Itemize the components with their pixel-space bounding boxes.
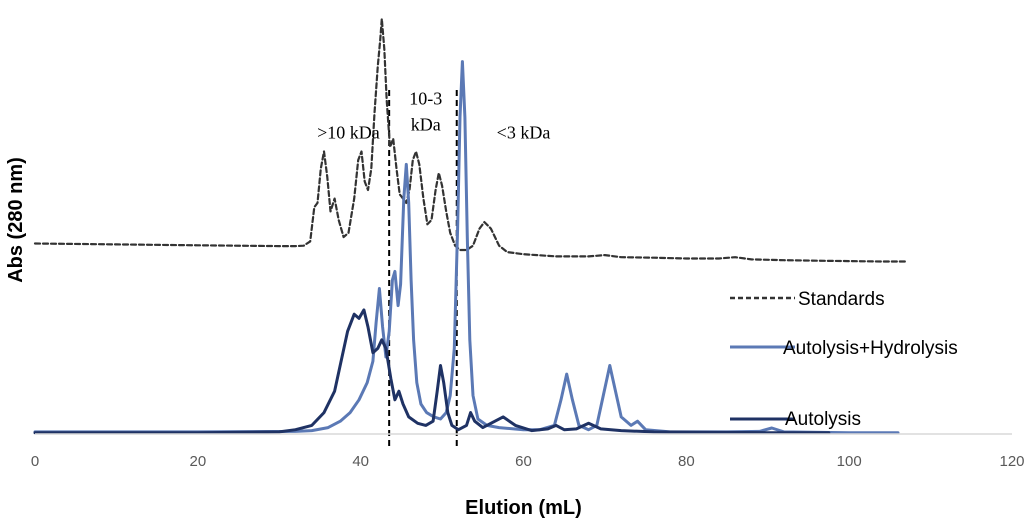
x-tick-label: 60 (515, 453, 532, 470)
plot-area (33, 17, 908, 446)
x-tick-label: 80 (678, 453, 695, 470)
x-tick-label: 20 (189, 453, 206, 470)
region-annotation: >10 kDa (317, 123, 380, 143)
legend: Standards Autolysis+Hydrolysis Autolysis (730, 289, 958, 430)
x-axis-title: Elution (mL) (465, 497, 582, 519)
legend-label: Autolysis (785, 409, 861, 430)
annotations: >10 kDa 10-3 kDa <3 kDa (317, 88, 550, 142)
y-axis-title: Abs (280 nm) (5, 157, 27, 283)
legend-label: Autolysis+Hydrolysis (783, 338, 958, 359)
x-tick-label: 40 (352, 453, 369, 470)
region-annotation: 10-3 (409, 88, 442, 108)
x-ticks: 0 20 40 60 80 100 120 (31, 453, 1025, 470)
x-tick-label: 0 (31, 453, 39, 470)
region-annotation: kDa (411, 114, 441, 134)
series-line-standards (33, 17, 908, 263)
x-tick-label: 100 (837, 453, 862, 470)
region-annotation: <3 kDa (497, 123, 551, 143)
x-tick-label: 120 (999, 453, 1024, 470)
legend-label: Standards (798, 289, 885, 310)
series-line-autolysis-hydrolysis (33, 60, 900, 435)
series-line-autolysis (33, 308, 831, 435)
